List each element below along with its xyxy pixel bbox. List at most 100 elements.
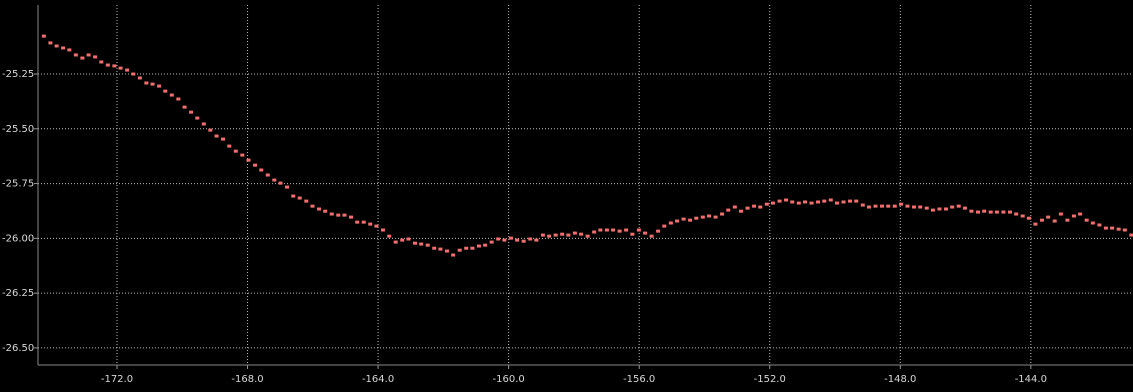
point — [112, 64, 117, 68]
point — [432, 246, 437, 250]
point — [943, 207, 948, 211]
point — [476, 244, 481, 248]
point — [860, 203, 865, 207]
point — [67, 48, 72, 52]
point — [80, 56, 85, 60]
point — [873, 204, 878, 208]
point — [930, 208, 935, 212]
point — [265, 173, 270, 177]
point — [726, 208, 731, 212]
point — [515, 238, 520, 242]
point — [886, 204, 891, 208]
point — [880, 204, 885, 208]
point — [905, 204, 910, 208]
point — [566, 233, 571, 237]
y-tick-label: -25.75 — [2, 179, 34, 190]
point — [1058, 212, 1063, 216]
point — [1052, 219, 1057, 223]
point — [752, 204, 757, 208]
point — [649, 234, 654, 238]
point — [560, 232, 565, 236]
point — [598, 228, 603, 232]
point — [1071, 214, 1076, 218]
point — [1122, 228, 1127, 232]
point — [1020, 214, 1025, 218]
point — [176, 97, 181, 101]
point — [713, 215, 718, 219]
point — [1001, 210, 1006, 214]
point — [470, 246, 475, 250]
point — [809, 201, 814, 205]
point — [918, 205, 923, 209]
point — [189, 110, 194, 114]
point — [700, 215, 705, 219]
point — [636, 228, 641, 232]
x-tick-label: -160.0 — [493, 374, 525, 385]
point — [329, 212, 334, 216]
point — [1078, 212, 1083, 216]
point — [444, 249, 449, 253]
point — [54, 44, 59, 48]
point — [643, 231, 648, 235]
point — [745, 206, 750, 210]
point — [732, 205, 737, 209]
point — [387, 234, 392, 238]
point — [988, 210, 993, 214]
point — [848, 199, 853, 203]
point — [828, 198, 833, 202]
point — [86, 53, 91, 57]
point — [572, 231, 577, 235]
point — [73, 53, 78, 57]
point — [994, 210, 999, 214]
point — [380, 228, 385, 232]
point — [834, 201, 839, 205]
point — [144, 81, 149, 85]
point — [956, 204, 961, 208]
x-tick-label: -168.0 — [231, 374, 263, 385]
point — [348, 215, 353, 219]
point — [553, 233, 558, 237]
point — [137, 76, 142, 80]
point — [451, 253, 456, 257]
y-tick-label: -25.50 — [2, 124, 34, 135]
point — [412, 241, 417, 245]
x-tick-label: -152.0 — [754, 374, 786, 385]
point — [297, 196, 302, 200]
point — [259, 168, 264, 172]
point — [41, 34, 46, 38]
point — [969, 209, 974, 213]
point — [784, 198, 789, 202]
point — [195, 116, 200, 120]
point — [937, 207, 942, 211]
point — [816, 200, 821, 204]
point — [291, 194, 296, 198]
point — [285, 185, 290, 189]
point — [528, 237, 533, 241]
point — [950, 205, 955, 209]
point — [668, 221, 673, 225]
point — [617, 229, 622, 233]
point — [99, 60, 104, 64]
point — [841, 200, 846, 204]
point — [48, 41, 53, 45]
point — [1046, 215, 1051, 219]
point — [406, 237, 411, 241]
point — [1026, 216, 1031, 220]
point — [1110, 226, 1115, 230]
point — [1097, 223, 1102, 227]
point — [982, 209, 987, 213]
point — [1007, 210, 1012, 214]
x-tick-label: -156.0 — [623, 374, 655, 385]
point — [662, 224, 667, 228]
point — [898, 202, 903, 206]
point — [1065, 218, 1070, 222]
y-tick-label: -26.50 — [2, 343, 34, 354]
point — [336, 213, 341, 217]
point — [233, 149, 238, 153]
point — [912, 205, 916, 209]
point — [342, 213, 347, 217]
point — [1116, 227, 1121, 231]
point — [182, 105, 187, 109]
point — [304, 199, 309, 203]
point — [272, 178, 277, 182]
